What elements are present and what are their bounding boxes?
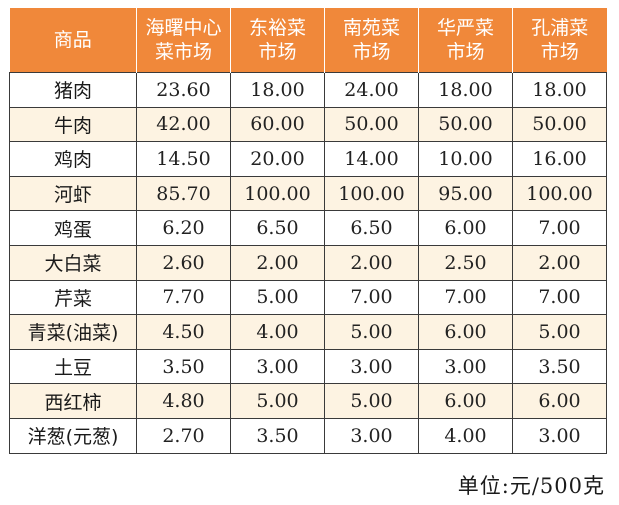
column-header-label-line1: 华严菜 [436, 17, 494, 39]
price-cell: 10.00 [418, 141, 513, 177]
price-cell: 4.80 [136, 383, 231, 419]
item-name-cell: 大白菜 [9, 244, 137, 281]
price-cell: 7.00 [512, 210, 607, 246]
price-cell: 5.00 [324, 314, 419, 350]
price-cell: 16.00 [512, 141, 607, 177]
price-cell: 3.00 [512, 417, 607, 454]
price-cell: 23.60 [136, 72, 231, 108]
price-cell: 95.00 [418, 175, 513, 212]
price-cell: 6.00 [418, 210, 513, 246]
price-cell: 5.00 [324, 383, 419, 419]
column-header-market: 孔浦菜 市场 [512, 8, 607, 73]
table-row: 鸡蛋 6.20 6.50 6.50 6.00 7.00 [9, 210, 607, 246]
price-cell: 14.50 [136, 141, 231, 177]
column-header-item: 商品 [9, 8, 137, 73]
column-header-label-line1: 孔浦菜 [531, 17, 589, 39]
price-cell: 2.50 [418, 244, 513, 281]
price-cell: 24.00 [324, 72, 419, 108]
price-cell: 6.50 [230, 210, 325, 246]
column-header-label-line1: 南苑菜 [342, 17, 400, 39]
item-name-cell: 西红柿 [9, 383, 137, 419]
table-row: 鸡肉 14.50 20.00 14.00 10.00 16.00 [9, 141, 607, 177]
table-row: 大白菜 2.60 2.00 2.00 2.50 2.00 [9, 244, 607, 281]
price-cell: 5.00 [230, 279, 325, 316]
column-header-label-line2: 市场 [446, 41, 485, 63]
price-cell: 50.00 [512, 106, 607, 143]
price-cell: 4.50 [136, 314, 231, 350]
price-cell: 60.00 [230, 106, 325, 143]
table-row: 芹菜 7.70 5.00 7.00 7.00 7.00 [9, 279, 607, 316]
price-cell: 5.00 [512, 314, 607, 350]
price-cell: 50.00 [324, 106, 419, 143]
table-row: 河虾 85.70 100.00 100.00 95.00 100.00 [9, 175, 607, 212]
column-header-label-line2: 市场 [540, 41, 579, 63]
price-cell: 14.00 [324, 141, 419, 177]
price-cell: 18.00 [418, 72, 513, 108]
price-cell: 85.70 [136, 175, 231, 212]
item-name-cell: 鸡肉 [9, 141, 137, 177]
header-row: 商品 海曙中心 菜市场 东裕菜 市场 南苑菜 市场 华严菜 市场 孔浦菜 市场 [9, 8, 607, 73]
price-cell: 3.00 [324, 348, 419, 385]
table-row: 猪肉 23.60 18.00 24.00 18.00 18.00 [9, 72, 607, 108]
price-cell: 50.00 [418, 106, 513, 143]
price-cell: 4.00 [230, 314, 325, 350]
table-row: 青菜(油菜) 4.50 4.00 5.00 6.00 5.00 [9, 314, 607, 350]
price-cell: 2.00 [512, 244, 607, 281]
price-cell: 42.00 [136, 106, 231, 143]
item-name-cell: 鸡蛋 [9, 210, 137, 246]
price-cell: 18.00 [512, 72, 607, 108]
price-cell: 2.00 [324, 244, 419, 281]
table-row: 土豆 3.50 3.00 3.00 3.00 3.50 [9, 348, 607, 385]
price-cell: 100.00 [230, 175, 325, 212]
price-cell: 100.00 [324, 175, 419, 212]
column-header-market: 南苑菜 市场 [324, 8, 419, 73]
item-name-cell: 河虾 [9, 175, 137, 212]
price-cell: 7.70 [136, 279, 231, 316]
item-name-cell: 洋葱(元葱) [9, 417, 137, 454]
price-cell: 100.00 [512, 175, 607, 212]
unit-note: 单位:元/500克 [457, 474, 605, 498]
table-row: 牛肉 42.00 60.00 50.00 50.00 50.00 [9, 106, 607, 143]
column-header-label-line1: 海曙中心 [145, 17, 222, 39]
column-header-market: 华严菜 市场 [418, 8, 513, 73]
price-cell: 2.00 [230, 244, 325, 281]
price-cell: 6.00 [418, 314, 513, 350]
price-cell: 3.00 [324, 417, 419, 454]
column-header-market: 海曙中心 菜市场 [136, 8, 231, 73]
price-cell: 6.00 [418, 383, 513, 419]
price-cell: 2.60 [136, 244, 231, 281]
price-cell: 18.00 [230, 72, 325, 108]
column-header-label-line2: 市场 [352, 41, 391, 63]
item-name-cell: 芹菜 [9, 279, 137, 316]
price-cell: 3.00 [230, 348, 325, 385]
price-comparison-table: 商品 海曙中心 菜市场 东裕菜 市场 南苑菜 市场 华严菜 市场 孔浦菜 市场 [9, 8, 607, 454]
table-row: 西红柿 4.80 5.00 5.00 6.00 6.00 [9, 383, 607, 419]
item-name-cell: 土豆 [9, 348, 137, 385]
price-cell: 7.00 [512, 279, 607, 316]
price-cell: 5.00 [230, 383, 325, 419]
price-cell: 4.00 [418, 417, 513, 454]
price-cell: 7.00 [324, 279, 419, 316]
price-cell: 3.00 [418, 348, 513, 385]
column-header-market: 东裕菜 市场 [230, 8, 325, 73]
column-header-label-line2: 菜市场 [154, 41, 212, 63]
price-cell: 6.00 [512, 383, 607, 419]
price-cell: 3.50 [230, 417, 325, 454]
item-name-cell: 猪肉 [9, 72, 137, 108]
price-cell: 7.00 [418, 279, 513, 316]
item-name-cell: 青菜(油菜) [9, 314, 137, 350]
column-header-label: 商品 [53, 29, 92, 51]
item-name-cell: 牛肉 [9, 106, 137, 143]
price-cell: 3.50 [512, 348, 607, 385]
column-header-label-line2: 市场 [258, 41, 297, 63]
column-header-label-line1: 东裕菜 [248, 17, 306, 39]
price-cell: 3.50 [136, 348, 231, 385]
price-cell: 20.00 [230, 141, 325, 177]
price-cell: 6.50 [324, 210, 419, 246]
price-cell: 6.20 [136, 210, 231, 246]
price-cell: 2.70 [136, 417, 231, 454]
table-row: 洋葱(元葱) 2.70 3.50 3.00 4.00 3.00 [9, 417, 607, 454]
